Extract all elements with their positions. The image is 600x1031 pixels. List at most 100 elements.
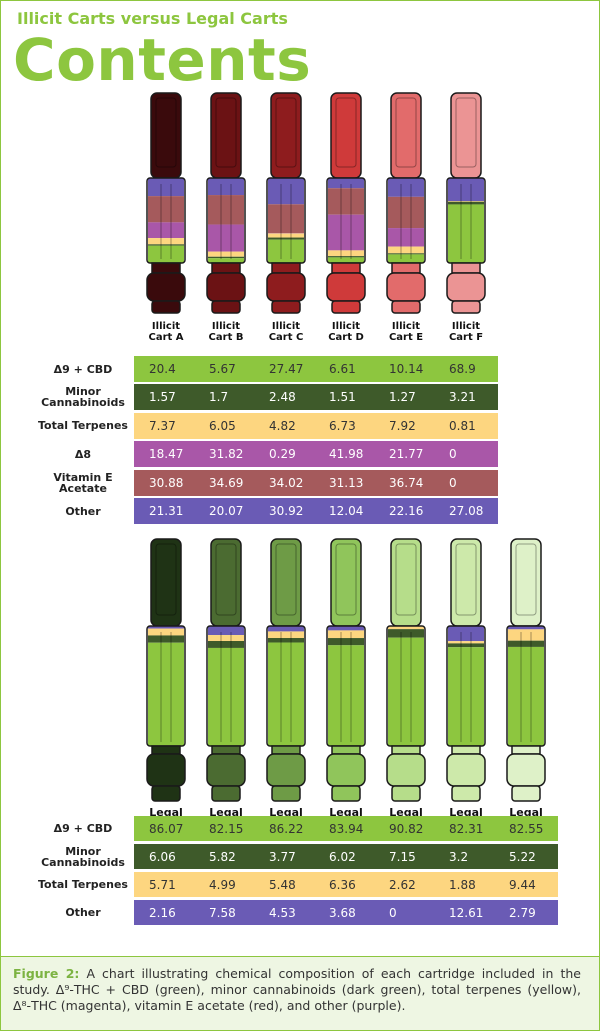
fill-segment bbox=[448, 647, 484, 746]
fill-segment bbox=[148, 642, 184, 746]
base bbox=[266, 753, 306, 787]
value-cell: 20.4 bbox=[149, 362, 176, 376]
neck bbox=[331, 262, 361, 274]
mouthpiece-inner bbox=[335, 543, 357, 616]
value-cell: 4.82 bbox=[269, 418, 296, 433]
base bbox=[506, 753, 546, 787]
fill-segment bbox=[448, 626, 484, 642]
row-band bbox=[134, 872, 558, 897]
row-label: Minor Cannabinoids bbox=[1, 844, 128, 869]
fill-segment bbox=[268, 638, 304, 643]
fill-segment bbox=[148, 626, 184, 629]
base bbox=[146, 753, 186, 787]
fill-segment bbox=[148, 178, 184, 197]
row-band bbox=[134, 384, 498, 411]
fill-segment bbox=[268, 233, 304, 238]
row-band bbox=[134, 441, 498, 468]
neck bbox=[451, 745, 481, 755]
base bbox=[146, 272, 186, 302]
foot bbox=[211, 300, 241, 314]
mouthpiece-inner bbox=[275, 543, 297, 616]
row-label: Other bbox=[1, 900, 128, 925]
fill-segment bbox=[208, 647, 244, 746]
value-cell: 2.62 bbox=[389, 877, 416, 892]
fill-segment bbox=[208, 224, 244, 252]
fill-segment bbox=[328, 178, 364, 189]
fill-segment bbox=[208, 256, 244, 259]
foot bbox=[451, 300, 481, 314]
fill-segment bbox=[208, 635, 244, 642]
value-cell: 27.08 bbox=[449, 504, 484, 518]
row-label-text: Δ9 + CBD bbox=[53, 362, 113, 376]
fill-segment bbox=[328, 256, 364, 258]
row-label: Total Terpenes bbox=[1, 872, 128, 897]
mouthpiece-inner bbox=[275, 97, 297, 168]
row-band bbox=[134, 498, 498, 524]
value-cell: 0 bbox=[449, 475, 457, 490]
value-cell: 3.21 bbox=[449, 390, 476, 405]
fill-segment bbox=[208, 626, 244, 636]
value-cell: 6.05 bbox=[209, 418, 236, 433]
fill-segment bbox=[328, 250, 364, 257]
value-cell: 82.55 bbox=[509, 821, 544, 836]
fill-segment bbox=[448, 201, 484, 202]
value-cell: 3.2 bbox=[449, 849, 469, 864]
value-cell: 31.82 bbox=[209, 447, 244, 462]
value-cell: 90.82 bbox=[389, 821, 424, 836]
fill-segment bbox=[448, 641, 484, 644]
fill-segment bbox=[388, 178, 424, 197]
row-band bbox=[134, 900, 558, 925]
foot bbox=[151, 785, 181, 802]
base bbox=[386, 272, 426, 302]
neck bbox=[211, 262, 241, 274]
value-cell: 34.69 bbox=[209, 475, 244, 490]
value-cell: 6.02 bbox=[329, 849, 356, 864]
value-cell: 1.57 bbox=[149, 390, 176, 405]
value-cell: 68.9 bbox=[449, 362, 476, 376]
value-cell: 1.88 bbox=[449, 877, 476, 892]
value-cell: 5.48 bbox=[269, 877, 296, 892]
value-cell: 30.92 bbox=[269, 504, 304, 518]
fill-segment bbox=[448, 178, 484, 202]
fill-segment bbox=[328, 638, 364, 646]
value-cell: 3.68 bbox=[329, 905, 356, 920]
foot bbox=[211, 785, 241, 802]
fill-segment bbox=[388, 196, 424, 229]
foot bbox=[271, 785, 301, 802]
mouthpiece-inner bbox=[155, 543, 177, 616]
neck bbox=[151, 262, 181, 274]
fill-segment bbox=[328, 626, 364, 631]
value-cell: 12.61 bbox=[449, 905, 484, 920]
value-cell: 5.67 bbox=[209, 362, 236, 376]
row-label: Other bbox=[1, 498, 128, 524]
base bbox=[446, 753, 486, 787]
fill-segment bbox=[328, 630, 364, 639]
value-cell: 4.53 bbox=[269, 905, 296, 920]
value-cell: 7.15 bbox=[389, 849, 416, 864]
neck bbox=[271, 745, 301, 755]
fill-segment bbox=[508, 646, 544, 746]
row-label-text: Total Terpenes bbox=[38, 878, 128, 891]
foot bbox=[391, 785, 421, 802]
fill-segment bbox=[208, 195, 244, 225]
base bbox=[446, 272, 486, 302]
fill-segment bbox=[508, 629, 544, 641]
value-cell: 7.37 bbox=[149, 418, 176, 433]
row-label: Δ9 + CBD bbox=[1, 816, 128, 841]
base bbox=[326, 272, 366, 302]
fill-segment bbox=[388, 246, 424, 254]
foot bbox=[391, 300, 421, 314]
value-cell: 86.07 bbox=[149, 821, 184, 836]
fill-segment bbox=[388, 626, 424, 630]
fill-segment bbox=[268, 239, 304, 263]
value-cell: 7.58 bbox=[209, 905, 236, 920]
fill-segment bbox=[148, 635, 184, 643]
fill-segment bbox=[268, 237, 304, 240]
row-label-text: Δ8 bbox=[74, 447, 92, 461]
foot bbox=[151, 300, 181, 314]
neck bbox=[211, 745, 241, 755]
fill-segment bbox=[448, 643, 484, 648]
value-cell: 31.13 bbox=[329, 475, 364, 490]
